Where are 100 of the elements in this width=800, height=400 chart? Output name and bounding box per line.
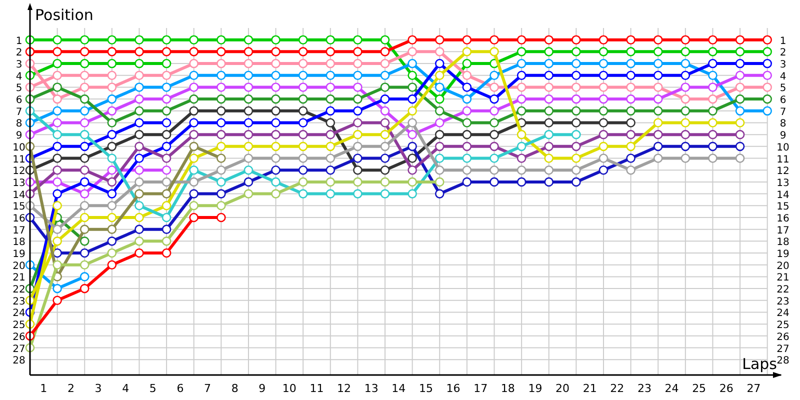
point xyxy=(462,165,472,175)
point xyxy=(298,47,308,56)
point xyxy=(408,118,417,128)
point xyxy=(544,58,554,68)
point xyxy=(52,35,62,44)
point xyxy=(134,58,144,68)
point xyxy=(107,200,117,210)
point xyxy=(134,47,144,56)
point xyxy=(408,82,417,92)
y-tick-label: 4 xyxy=(16,71,22,82)
x-tick-label: 13 xyxy=(364,382,378,395)
y2-tick-label: 19 xyxy=(776,249,790,260)
point xyxy=(434,82,444,92)
point xyxy=(762,94,772,104)
point xyxy=(326,35,336,44)
point xyxy=(107,212,117,222)
point xyxy=(762,106,772,116)
point xyxy=(434,58,444,68)
point xyxy=(680,106,690,116)
y-tick-label: 13 xyxy=(12,178,26,189)
point xyxy=(380,189,390,198)
point xyxy=(134,142,144,152)
point xyxy=(653,35,663,44)
point xyxy=(735,106,745,116)
point xyxy=(244,58,254,68)
point xyxy=(353,189,362,198)
point xyxy=(653,70,663,80)
point xyxy=(598,154,608,163)
point xyxy=(134,212,144,222)
point xyxy=(735,58,745,68)
y2-tick-label: 25 xyxy=(776,320,790,332)
point xyxy=(162,130,172,140)
point xyxy=(490,106,499,116)
point xyxy=(244,165,254,175)
point xyxy=(544,106,554,116)
point xyxy=(80,260,90,270)
point xyxy=(516,58,526,68)
point xyxy=(572,58,581,68)
point xyxy=(162,248,172,258)
point xyxy=(680,35,690,44)
point xyxy=(653,154,663,163)
x-tick-label: 8 xyxy=(231,382,238,395)
point xyxy=(326,165,336,175)
point xyxy=(490,118,499,128)
y-tick-label: 23 xyxy=(12,296,26,308)
y-tick-label: 11 xyxy=(12,154,26,166)
y2-tick-label: 10 xyxy=(776,142,790,154)
point xyxy=(408,189,417,198)
point xyxy=(572,70,581,80)
point xyxy=(708,118,718,128)
point xyxy=(107,260,117,270)
point xyxy=(762,70,772,80)
y-tick-label: 10 xyxy=(12,142,26,154)
y-tick-label: 24 xyxy=(12,308,26,320)
point xyxy=(626,82,636,92)
x-tick-label: 19 xyxy=(528,382,542,395)
point xyxy=(134,35,144,44)
point xyxy=(544,118,554,128)
point xyxy=(189,118,199,128)
point xyxy=(216,35,226,44)
point xyxy=(189,47,199,56)
point xyxy=(516,165,526,175)
point xyxy=(380,94,390,104)
x-tick-label: 24 xyxy=(664,382,679,395)
point xyxy=(326,189,336,198)
point xyxy=(162,177,172,187)
point xyxy=(80,165,90,175)
point xyxy=(162,142,172,152)
y2-tick-label: 24 xyxy=(776,308,790,320)
point xyxy=(762,47,772,56)
point xyxy=(462,47,472,56)
point xyxy=(244,142,254,152)
x-tick-label: 23 xyxy=(637,382,652,395)
y2-tick-label: 5 xyxy=(780,83,786,94)
point xyxy=(434,47,444,56)
point xyxy=(107,236,117,246)
point xyxy=(408,47,417,56)
point xyxy=(762,58,772,68)
point xyxy=(52,94,62,104)
point xyxy=(162,58,172,68)
point xyxy=(735,154,745,163)
point xyxy=(134,154,144,163)
point xyxy=(162,189,172,198)
point xyxy=(598,142,608,152)
y2-tick-label: 2 xyxy=(780,48,786,59)
point xyxy=(408,70,417,80)
y-tick-label: 1 xyxy=(16,36,22,47)
point xyxy=(244,35,254,44)
point xyxy=(516,142,526,152)
point xyxy=(189,35,199,44)
point xyxy=(52,284,62,294)
point xyxy=(735,142,745,152)
point xyxy=(216,189,226,198)
y2-tick-label: 27 xyxy=(776,344,790,355)
y2-tick-label: 22 xyxy=(776,284,790,296)
point xyxy=(271,189,280,198)
point xyxy=(107,177,117,187)
point xyxy=(189,70,199,80)
y-tick-label: 16 xyxy=(12,213,26,224)
y2-tick-label: 16 xyxy=(776,213,790,224)
